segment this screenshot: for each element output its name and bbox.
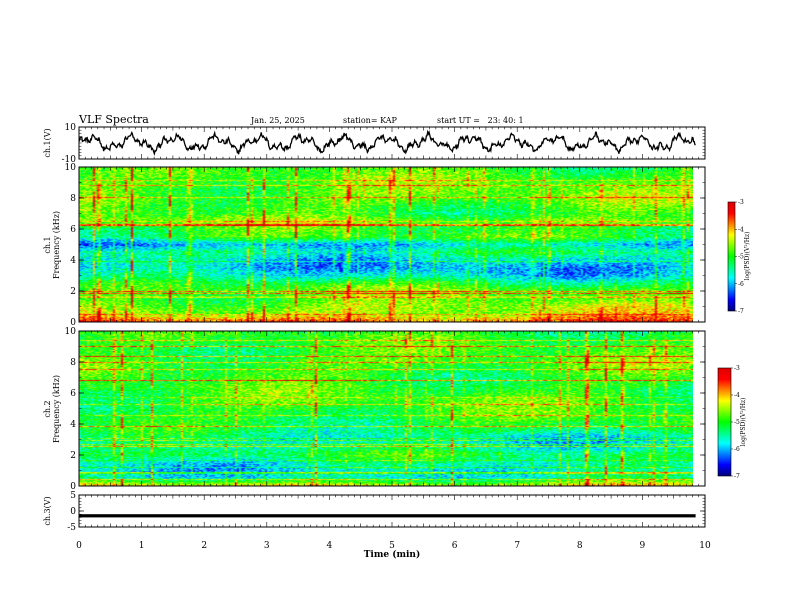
x-tick-label: 6 xyxy=(452,541,458,551)
colorbar-tick-label: -7 xyxy=(734,473,740,480)
x-tick-label: 8 xyxy=(577,541,583,551)
ch1-waveform-panel: 10 -10 ch.1(V) xyxy=(43,123,706,165)
date-label: Jan. 25, 2025 xyxy=(250,116,305,125)
ch1-spectrogram-panel: 0 2 4 6 8 10 ch.1 Frequency (kHz) -3 -4 -5 -6 -7 … xyxy=(43,163,751,328)
ch3-waveform-ylabel: ch.3(V) xyxy=(43,496,52,525)
ch3-waveform-trace xyxy=(79,514,696,518)
ch1-colorbar: -3 -4 -5 -6 -7 log(PSD)(V²/Hz) xyxy=(727,199,751,315)
time-axis-label: Time (min) xyxy=(364,549,421,560)
ch2-colorbar: -3 -4 -5 -6 -7 log(PSD)(V²/Hz) xyxy=(717,365,747,480)
y-tick-label: 10 xyxy=(65,123,77,133)
colorbar-tick-label: -4 xyxy=(734,392,740,399)
ch2-spectrogram-ticks xyxy=(78,331,706,486)
y-tick-label: 5 xyxy=(70,491,76,501)
ch1-waveform-ticks xyxy=(78,127,706,159)
x-tick-label: 1 xyxy=(139,541,145,551)
ch1-spectrogram-image xyxy=(79,167,693,322)
y-tick-label: 6 xyxy=(70,225,76,235)
ch3-waveform-yticks: 5 0 -5 xyxy=(67,491,705,533)
start-ut-label: start UT = 23: 40: 1 xyxy=(437,116,524,125)
ch2-spectrogram-yticks: 0 2 4 6 8 10 xyxy=(65,327,705,492)
ch3-waveform-ticks xyxy=(78,495,706,527)
y-tick-label: 2 xyxy=(70,451,76,461)
ch1-colorbar-ticks: -3 -4 -5 -6 -7 xyxy=(735,199,744,315)
colorbar-tick-label: -5 xyxy=(738,254,744,261)
figure-title: VLF Spectra xyxy=(78,113,149,126)
station-label: station= KAP xyxy=(343,116,398,125)
colorbar-tick-label: -4 xyxy=(738,226,744,233)
x-tick-label: 4 xyxy=(327,541,333,551)
colorbar-tick-label: -5 xyxy=(734,419,740,426)
y-tick-label: 4 xyxy=(70,256,76,266)
y-tick-label: 8 xyxy=(70,194,76,204)
y-tick-label: 0 xyxy=(70,318,76,328)
colorbar-tick-label: -6 xyxy=(738,281,744,288)
colorbar-tick-label: -3 xyxy=(734,365,740,372)
ch1-spectrogram-yticks: 0 2 4 6 8 10 xyxy=(65,163,705,328)
x-tick-label: 10 xyxy=(699,541,711,551)
ch1-waveform-yticks: 10 -10 xyxy=(62,123,705,165)
time-axis-tick-labels: 0 1 2 3 4 5 6 7 8 9 10 xyxy=(76,541,711,551)
x-tick-label: 0 xyxy=(76,541,82,551)
y-tick-label: 6 xyxy=(70,389,76,399)
x-tick-label: 7 xyxy=(514,541,520,551)
x-tick-label: 2 xyxy=(201,541,207,551)
ch1-colorbar-gradient xyxy=(728,202,735,311)
y-tick-label: 8 xyxy=(70,358,76,368)
x-tick-label: 5 xyxy=(389,541,395,551)
y-tick-label: -10 xyxy=(62,155,77,165)
x-tick-label: 3 xyxy=(264,541,270,551)
ch2-spectrogram-image xyxy=(79,331,693,486)
ch2-spectrogram-ylabel-freq: Frequency (kHz) xyxy=(52,375,61,443)
ch2-spectrogram-ylabel-channel: ch.2 xyxy=(43,400,52,417)
ch2-colorbar-gradient xyxy=(718,368,731,476)
y-tick-label: 0 xyxy=(70,482,76,492)
ch1-waveform-ylabel: ch.1(V) xyxy=(43,128,52,157)
y-tick-label: 0 xyxy=(70,507,76,517)
ch3-waveform-panel: 5 0 -5 ch.3(V) xyxy=(43,491,706,533)
x-tick-label: 9 xyxy=(640,541,646,551)
y-tick-label: 10 xyxy=(65,327,77,337)
colorbar-tick-label: -7 xyxy=(738,308,744,315)
colorbar-tick-label: -6 xyxy=(734,446,740,453)
ch1-waveform-trace xyxy=(78,129,696,157)
y-tick-label: -5 xyxy=(67,523,76,533)
ch1-spectrogram-ylabel-channel: ch.1 xyxy=(43,236,52,253)
colorbar-tick-label: -3 xyxy=(738,199,744,206)
y-tick-label: 2 xyxy=(70,287,76,297)
ch1-spectrogram-ylabel-freq: Frequency (kHz) xyxy=(52,211,61,279)
y-tick-label: 10 xyxy=(65,163,77,173)
ch2-colorbar-label: log(PSD)(V²/Hz) xyxy=(740,398,747,447)
ch1-colorbar-label: log(PSD)(V²/Hz) xyxy=(744,232,751,281)
ch2-colorbar-ticks: -3 -4 -5 -6 -7 xyxy=(731,365,740,480)
y-tick-label: 4 xyxy=(70,420,76,430)
ch1-spectrogram-ticks xyxy=(78,167,706,322)
ch2-spectrogram-panel: 0 2 4 6 8 10 ch.2 Frequency (kHz) -3 -4 -5 -6 -7 … xyxy=(43,327,747,492)
